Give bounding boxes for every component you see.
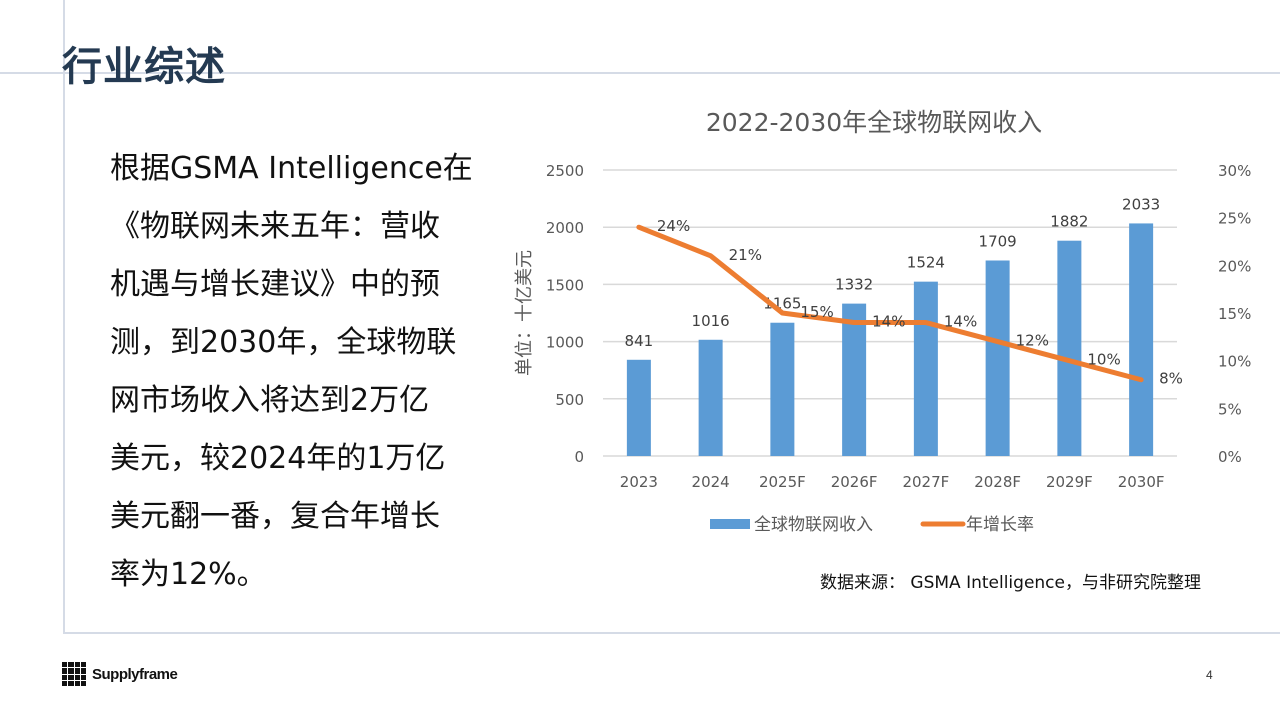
growth-rate-line (636, 224, 1144, 383)
x-axis-tick: 2023 (620, 473, 658, 491)
body-line: 《物联网未来五年：营收 (110, 209, 440, 244)
page-number: 4 (1206, 668, 1213, 682)
bar (770, 322, 795, 456)
y-axis-tick: 1500 (546, 276, 584, 294)
bar-value-label: 1709 (979, 232, 1017, 250)
page-title: 行业综述 (62, 44, 226, 90)
y2-axis-tick: 25% (1218, 210, 1251, 228)
line-value-label: 8% (1159, 370, 1183, 388)
y2-axis-tick: 10% (1218, 353, 1251, 371)
body-line: 根据GSMA Intelligence在 (110, 151, 473, 186)
logo-text: Supplyframe (92, 665, 178, 683)
chart-canvas: 2022-2030年全球物联网收入 0 500 1000 1500 2000 2500 0% 5… (514, 108, 1251, 535)
bar-value-label: 1524 (907, 254, 945, 272)
y-axis-tick: 1000 (546, 334, 584, 352)
bar (842, 303, 867, 456)
bar-value-label: 2033 (1122, 195, 1160, 213)
y-axis-tick: 2000 (546, 219, 584, 237)
bar (985, 260, 1010, 456)
line-value-label: 14% (872, 313, 905, 331)
bar-value-label: 1882 (1050, 213, 1088, 231)
bar (1057, 240, 1082, 456)
bar (698, 339, 723, 456)
bar (626, 359, 651, 456)
bar-value-label: 1332 (835, 276, 873, 294)
x-axis-tick: 2026F (831, 473, 878, 491)
legend-line-label: 年增长率 (966, 515, 1034, 535)
y-axis-tick: 0 (574, 448, 584, 466)
line-value-label: 21% (729, 246, 762, 264)
supplyframe-logo: Supplyframe (62, 662, 178, 686)
x-axis-tick: 2028F (974, 473, 1021, 491)
legend-bar-swatch (710, 519, 750, 529)
bar-value-label: 841 (625, 332, 654, 350)
bar (913, 281, 938, 456)
x-axis-tick: 2024 (692, 473, 730, 491)
line-value-label: 12% (1016, 332, 1049, 350)
y2-axis-tick: 0% (1218, 448, 1242, 466)
footer-divider (63, 632, 1280, 634)
y2-axis-tick: 5% (1218, 400, 1242, 418)
body-paragraph: 根据GSMA Intelligence在 《物联网未来五年：营收 机遇与增长建议… (110, 140, 490, 604)
chart-title: 2022-2030年全球物联网收入 (706, 108, 1042, 137)
legend-bar-label: 全球物联网收入 (754, 515, 873, 535)
y-axis-tick: 500 (555, 391, 584, 409)
body-line: 率为12%。 (110, 557, 267, 592)
line-value-label: 24% (657, 217, 690, 235)
body-line: 机遇与增长建议》中的预 (110, 267, 440, 302)
y-axis-tick: 2500 (546, 162, 584, 180)
bar-value-label: 1016 (692, 312, 730, 330)
logo-grid-icon (62, 662, 86, 686)
y2-axis-tick: 20% (1218, 257, 1251, 275)
line-value-label: 10% (1087, 351, 1120, 369)
body-line: 网市场收入将达到2万亿 (110, 383, 430, 418)
x-axis-tick: 2025F (759, 473, 806, 491)
body-line: 美元，较2024年的1万亿 (110, 441, 446, 476)
x-axis-tick: 2027F (902, 473, 949, 491)
bar (1129, 223, 1154, 456)
data-source-note: 数据来源： GSMA Intelligence，与非研究院整理 (820, 573, 1201, 593)
body-line: 测，到2030年，全球物联 (110, 325, 457, 360)
y2-axis-tick: 30% (1218, 162, 1251, 180)
line-value-label: 14% (944, 313, 977, 331)
header-divider (0, 72, 1280, 74)
y-axis-label: 单位：十亿美元 (514, 250, 535, 376)
x-axis-tick: 2030F (1118, 473, 1165, 491)
y2-axis-tick: 15% (1218, 305, 1251, 323)
revenue-chart: 2022-2030年全球物联网收入 0 500 1000 1500 2000 2500 0% 5… (500, 95, 1280, 615)
body-line: 美元翻一番，复合年增长 (110, 499, 440, 534)
x-axis-tick: 2029F (1046, 473, 1093, 491)
line-value-label: 15% (800, 303, 833, 321)
left-frame-line (63, 0, 65, 634)
